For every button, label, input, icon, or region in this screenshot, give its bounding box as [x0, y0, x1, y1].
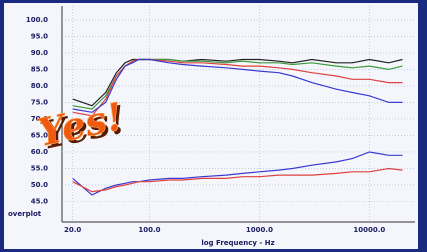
- x-tick-label: 20.0: [64, 226, 81, 234]
- y-tick-label: 100.0: [26, 16, 48, 24]
- chart: log Frequency - Hz overplot 45.0 50.0 55.0…: [0, 0, 427, 252]
- x-axis-label: log Frequency - Hz: [201, 239, 274, 247]
- x-tick-label: 100.0: [138, 226, 160, 234]
- y-tick-label: 85.0: [31, 65, 48, 73]
- y-tick-label: 45.0: [31, 197, 48, 205]
- y-tick-label: 50.0: [31, 181, 48, 189]
- corner-label: overplot: [8, 210, 42, 218]
- y-tick-label: 95.0: [31, 32, 48, 40]
- y-tick-label: 90.0: [31, 49, 48, 57]
- y-tick-label: 55.0: [31, 164, 48, 172]
- x-tick-label: 10000.0: [353, 226, 385, 234]
- x-tick-label: 1000.0: [246, 226, 273, 234]
- y-tick-label: 75.0: [31, 98, 48, 106]
- y-tick-label: 80.0: [31, 82, 48, 90]
